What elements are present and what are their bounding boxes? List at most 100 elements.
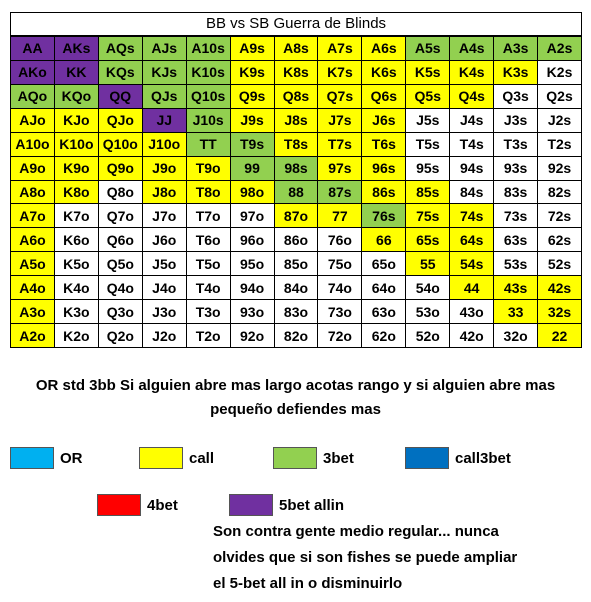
hand-cell: 42s xyxy=(538,276,582,301)
hand-cell: K3s xyxy=(494,60,539,85)
hand-cell: 87s xyxy=(318,180,363,205)
hand-cell: 43s xyxy=(494,276,539,301)
hand-cell: 64o xyxy=(362,276,407,301)
hand-cell: K5s xyxy=(406,60,451,85)
legend-or: OR xyxy=(10,447,83,469)
hand-cell: T2s xyxy=(538,132,582,157)
footnote: Son contra gente medio regular... nunca … xyxy=(213,519,583,597)
hand-cell: 75o xyxy=(318,252,363,277)
hand-cell: 96o xyxy=(230,228,275,253)
hand-cell: 73o xyxy=(318,300,363,325)
hand-cell: 62s xyxy=(538,228,582,253)
hand-cell: 32s xyxy=(538,300,582,325)
hand-cell: 63s xyxy=(494,228,539,253)
hand-cell: J6o xyxy=(142,228,187,253)
hand-cell: AQs xyxy=(98,37,143,61)
hand-cell: T2o xyxy=(186,324,231,348)
hand-cell: 62o xyxy=(362,324,407,348)
hand-cell: Q2o xyxy=(98,324,143,348)
hand-cell: 53o xyxy=(406,300,451,325)
hand-cell: 55 xyxy=(406,252,451,277)
hand-cell: A2s xyxy=(538,37,582,61)
hand-cell: Q2s xyxy=(538,84,582,109)
hand-cell: J6s xyxy=(362,108,407,133)
hand-cell: 53s xyxy=(494,252,539,277)
hand-cell: 83s xyxy=(494,180,539,205)
hand-cell: 82o xyxy=(274,324,319,348)
hand-cell: A10o xyxy=(11,132,55,157)
hand-cell: A6s xyxy=(362,37,407,61)
hand-cell: Q10o xyxy=(98,132,143,157)
hand-cell: 85o xyxy=(274,252,319,277)
hand-cell: J4s xyxy=(450,108,495,133)
hand-cell: A9s xyxy=(230,37,275,61)
hand-cell: AA xyxy=(11,37,55,61)
hand-cell: KK xyxy=(54,60,99,85)
hand-cell: A3o xyxy=(11,300,55,325)
hand-cell: 64s xyxy=(450,228,495,253)
legend-5bet-swatch xyxy=(229,494,273,516)
hand-cell: 85s xyxy=(406,180,451,205)
hand-cell: A7o xyxy=(11,204,55,229)
hand-cell: T9o xyxy=(186,156,231,181)
hand-cell: 75s xyxy=(406,204,451,229)
hand-cell: A9o xyxy=(11,156,55,181)
hand-cell: Q3o xyxy=(98,300,143,325)
hand-cell: 97s xyxy=(318,156,363,181)
hand-cell: T5o xyxy=(186,252,231,277)
hand-cell: 72s xyxy=(538,204,582,229)
hand-cell: A3s xyxy=(494,37,539,61)
hand-cell: Q8o xyxy=(98,180,143,205)
hand-cell: K3o xyxy=(54,300,99,325)
hand-cell: Q9s xyxy=(230,84,275,109)
hand-cell: K7s xyxy=(318,60,363,85)
hand-cell: 77 xyxy=(318,204,363,229)
hand-cell: T7o xyxy=(186,204,231,229)
hand-cell: 97o xyxy=(230,204,275,229)
hand-cell: 54o xyxy=(406,276,451,301)
hand-cell: QJo xyxy=(98,108,143,133)
hand-cell: 74s xyxy=(450,204,495,229)
hand-cell: 82s xyxy=(538,180,582,205)
hand-cell: T3s xyxy=(494,132,539,157)
hand-cell: 65s xyxy=(406,228,451,253)
legend-3bet-label: 3bet xyxy=(323,449,354,467)
hand-cell: A5s xyxy=(406,37,451,61)
hand-cell: 33 xyxy=(494,300,539,325)
hand-cell: T5s xyxy=(406,132,451,157)
hand-cell: 32o xyxy=(494,324,539,348)
legend-5bet: 5bet allin xyxy=(229,494,344,516)
legend-or-swatch xyxy=(10,447,54,469)
hand-cell: 66 xyxy=(362,228,407,253)
hand-cell: 76o xyxy=(318,228,363,253)
hand-cell: J10o xyxy=(142,132,187,157)
hand-cell: QQ xyxy=(98,84,143,109)
range-note: OR std 3bb Si alguien abre mas largo aco… xyxy=(0,374,591,422)
legend-5bet-label: 5bet allin xyxy=(279,496,345,514)
hand-cell: K5o xyxy=(54,252,99,277)
legend-or-label: OR xyxy=(60,449,83,467)
hand-cell: T3o xyxy=(186,300,231,325)
hand-cell: J3o xyxy=(142,300,187,325)
hand-cell: A8s xyxy=(274,37,319,61)
hand-cell: 76s xyxy=(362,204,407,229)
hand-cell: AKo xyxy=(11,60,55,85)
hand-cell: K6o xyxy=(54,228,99,253)
hand-cell: K2s xyxy=(538,60,582,85)
hand-cell: 54s xyxy=(450,252,495,277)
hand-cell: 87o xyxy=(274,204,319,229)
hand-cell: 72o xyxy=(318,324,363,348)
hand-cell: A8o xyxy=(11,180,55,205)
hand-cell: 22 xyxy=(538,324,582,348)
hand-cell: 63o xyxy=(362,300,407,325)
hand-cell: 95s xyxy=(406,156,451,181)
hand-cell: J9s xyxy=(230,108,275,133)
hand-cell: T8s xyxy=(274,132,319,157)
legend-4bet-swatch xyxy=(97,494,141,516)
range-note-line-1: OR std 3bb Si alguien abre mas largo aco… xyxy=(35,377,556,394)
hand-cell: J10s xyxy=(186,108,231,133)
chart-title: BB vs SB Guerra de Blinds xyxy=(10,12,582,36)
hand-cell: K7o xyxy=(54,204,99,229)
hand-cell: 98s xyxy=(274,156,319,181)
hand-cell: T9s xyxy=(230,132,275,157)
